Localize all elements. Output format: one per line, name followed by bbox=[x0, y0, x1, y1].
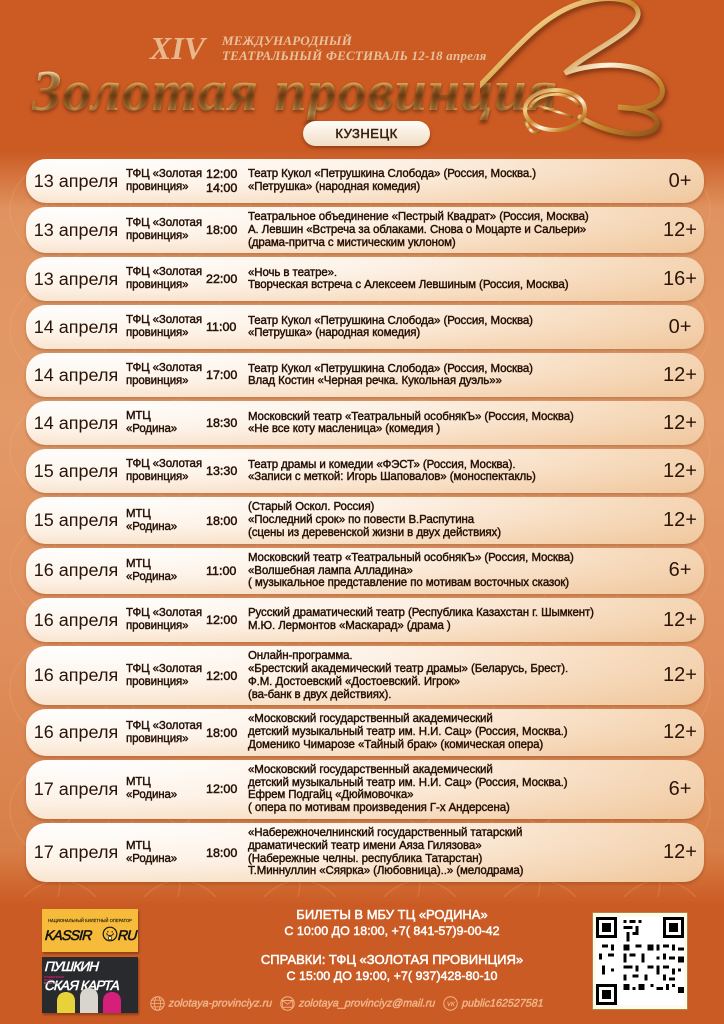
svg-text:ПУШКИН: ПУШКИН bbox=[44, 959, 100, 974]
svg-text:VK: VK bbox=[447, 1001, 457, 1008]
svg-text:КУЛЬТУРА: КУЛЬТУРА bbox=[44, 981, 59, 985]
svg-text:KASSIR: KASSIR bbox=[44, 927, 93, 943]
svg-text:RU: RU bbox=[117, 927, 138, 943]
svg-text:НАЦИОНАЛЬНЫЙ БИЛЕТНЫЙ ОПЕРАТОР: НАЦИОНАЛЬНЫЙ БИЛЕТНЫЙ ОПЕРАТОР bbox=[48, 918, 132, 923]
